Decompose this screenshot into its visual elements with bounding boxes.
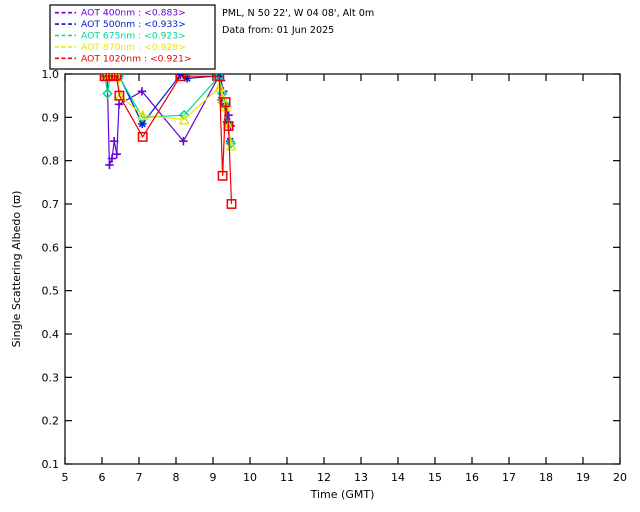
y-axis-label: Single Scattering Albedo (ϖ) xyxy=(10,191,23,348)
x-tick-label: 18 xyxy=(539,471,553,484)
y-tick-label: 0.2 xyxy=(42,415,60,428)
x-tick-label: 13 xyxy=(354,471,368,484)
marker-square xyxy=(137,131,148,142)
y-tick-label: 0.7 xyxy=(42,198,60,211)
legend-box xyxy=(49,4,216,70)
x-tick-label: 15 xyxy=(428,471,442,484)
marker-square xyxy=(214,74,225,82)
x-tick-label: 19 xyxy=(576,471,590,484)
y-tick-label: 0.1 xyxy=(42,458,60,471)
x-tick-label: 10 xyxy=(243,471,257,484)
marker-diamond xyxy=(225,138,237,149)
marker-square xyxy=(217,170,228,181)
x-tick-label: 6 xyxy=(99,471,106,484)
marker-star xyxy=(138,120,146,128)
date-info: Data from: 01 Jun 2025 xyxy=(222,25,334,36)
series-undefined xyxy=(99,74,237,209)
series-line xyxy=(104,74,232,166)
x-tick-label: 14 xyxy=(391,471,405,484)
legend-label-400nm: AOT 400nm : <0.883> xyxy=(81,8,186,19)
series-line xyxy=(104,75,233,205)
marker-square xyxy=(111,74,122,81)
series-undefined xyxy=(100,74,235,170)
x-tick-label: 16 xyxy=(465,471,479,484)
legend-label-675nm: AOT 675nm : <0.923> xyxy=(81,31,186,42)
x-tick-label: 7 xyxy=(136,471,143,484)
plot-frame xyxy=(64,73,621,465)
legend-label-870nm: AOT 870nm : <0.928> xyxy=(81,42,186,53)
station-info: PML, N 50 22', W 04 08', Alt 0m xyxy=(222,8,374,19)
x-tick-label: 8 xyxy=(173,471,180,484)
x-tick-label: 9 xyxy=(210,471,217,484)
x-tick-label: 12 xyxy=(317,471,331,484)
y-tick-label: 0.6 xyxy=(42,241,60,254)
marker-diamond xyxy=(102,88,113,99)
y-tick-label: 0.8 xyxy=(42,155,60,168)
legend-label-500nm: AOT 500nm : <0.933> xyxy=(81,19,186,30)
legend-label-1020nm: AOT 1020nm : <0.921> xyxy=(81,53,192,64)
x-tick-label: 5 xyxy=(62,471,69,484)
marker-triangle xyxy=(178,113,190,125)
marker-square xyxy=(223,121,234,131)
marker-star xyxy=(176,74,183,79)
data-layer xyxy=(99,74,237,209)
y-tick-label: 0.9 xyxy=(42,111,60,124)
y-tick-label: 0.3 xyxy=(42,371,60,384)
marker-square xyxy=(220,97,231,108)
y-tick-label: 1.0 xyxy=(42,68,60,81)
x-tick-label: 11 xyxy=(280,471,294,484)
x-axis-label: Time (GMT) xyxy=(310,488,375,501)
y-tick-label: 0.5 xyxy=(42,285,60,298)
marker-square xyxy=(226,199,237,209)
series-line xyxy=(104,74,232,144)
marker-triangle xyxy=(137,109,149,121)
x-tick-label: 17 xyxy=(502,471,516,484)
marker-square xyxy=(175,74,186,82)
marker-square xyxy=(114,90,125,101)
y-tick-label: 0.4 xyxy=(42,328,60,341)
x-tick-label: 20 xyxy=(613,471,627,484)
